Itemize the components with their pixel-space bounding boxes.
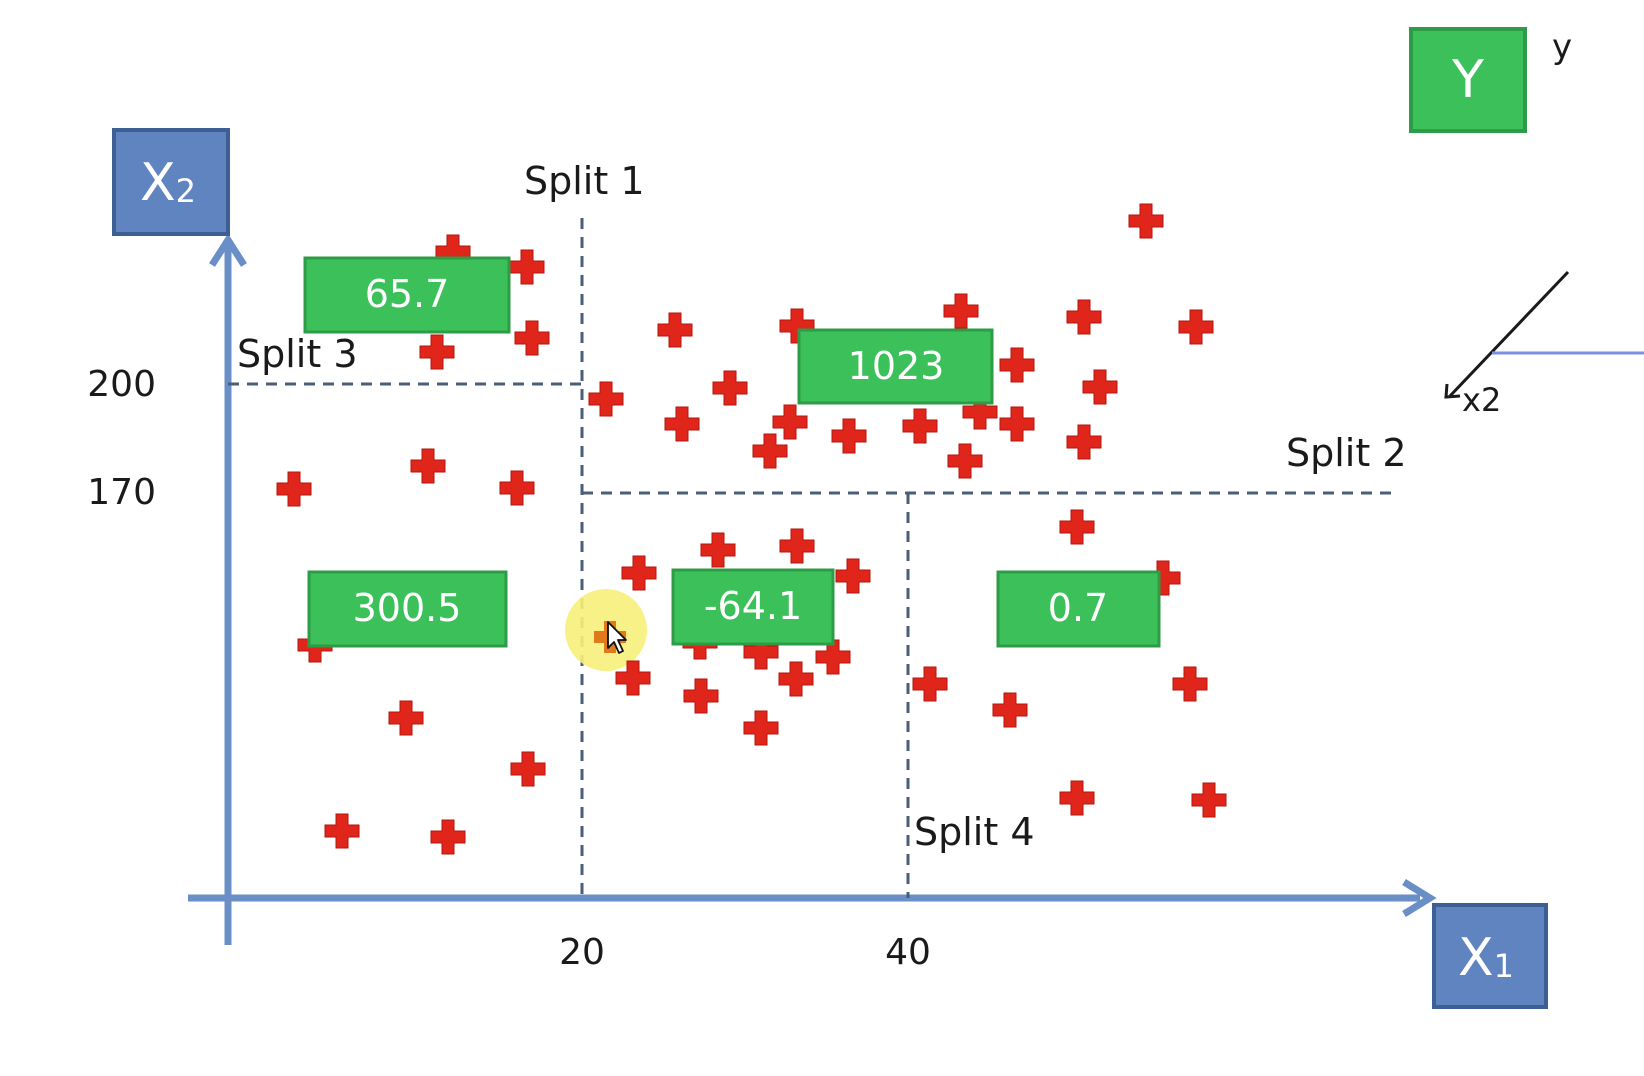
data-point <box>615 660 651 696</box>
x-axis-label-box: X1 <box>1432 903 1548 1009</box>
data-point <box>778 661 814 697</box>
data-point <box>410 448 446 484</box>
data-point <box>1082 369 1118 405</box>
data-point <box>324 813 360 849</box>
leaf-box-65-7: 65.7 <box>303 256 511 334</box>
data-point <box>700 532 736 568</box>
data-point <box>962 394 998 430</box>
leaf-box-300-5: 300.5 <box>307 570 508 648</box>
data-point <box>815 639 851 675</box>
data-point <box>664 406 700 442</box>
data-point <box>772 404 808 440</box>
leaf-value: 1023 <box>848 344 945 388</box>
data-point <box>992 692 1028 728</box>
leaf-box-0-7: 0.7 <box>996 570 1161 648</box>
data-point <box>276 471 312 507</box>
data-point <box>999 347 1035 383</box>
split-1-label: Split 1 <box>524 159 645 203</box>
y-axis-label-box: X2 <box>112 128 230 236</box>
leaf-value: -64.1 <box>704 584 802 628</box>
data-point <box>1066 299 1102 335</box>
data-point <box>1178 309 1214 345</box>
split-3-label: Split 3 <box>237 332 358 376</box>
data-point <box>419 334 455 370</box>
x-axis-arrow-icon <box>1402 879 1437 917</box>
data-point <box>779 528 815 564</box>
y-tick-170: 170 <box>87 472 156 513</box>
data-point <box>752 433 788 469</box>
y-axis-arrow-icon <box>209 233 247 267</box>
data-point <box>499 470 535 506</box>
data-point <box>943 293 979 329</box>
x-axis-label: X <box>1458 928 1494 988</box>
x-axis-subscript: 1 <box>1494 947 1514 985</box>
data-point <box>683 678 719 714</box>
data-point <box>1059 509 1095 545</box>
leaf-value: 65.7 <box>365 272 450 316</box>
split-4-label: Split 4 <box>914 810 1035 854</box>
leaf-box-minus-64-1: -64.1 <box>671 568 835 646</box>
data-point <box>430 819 466 855</box>
data-point <box>1172 666 1208 702</box>
y-axis-subscript: 2 <box>176 172 196 210</box>
data-point <box>657 312 693 348</box>
x2-axis-label: x2 <box>1462 381 1501 419</box>
data-points <box>276 203 1227 855</box>
svg-text:X1: X1 <box>1458 928 1514 988</box>
3d-axis-fragment: x2 <box>1444 270 1644 419</box>
y-output-label: Y <box>1451 50 1484 110</box>
data-point <box>712 370 748 406</box>
data-point <box>1128 203 1164 239</box>
data-point <box>912 666 948 702</box>
y-tick-200: 200 <box>87 364 156 405</box>
data-point <box>588 381 624 417</box>
data-point <box>621 555 657 591</box>
leaf-box-1023: 1023 <box>797 328 994 405</box>
data-point <box>510 751 546 787</box>
y-output-box: Y <box>1409 27 1527 133</box>
leaf-value: 0.7 <box>1048 586 1108 630</box>
data-point <box>999 406 1035 442</box>
svg-text:X2: X2 <box>140 153 196 213</box>
data-point <box>835 558 871 594</box>
data-point <box>902 408 938 444</box>
data-point <box>743 634 779 670</box>
split-2-label: Split 2 <box>1286 431 1407 475</box>
data-point <box>1066 424 1102 460</box>
data-point <box>1059 780 1095 816</box>
x-tick-20: 20 <box>559 932 605 973</box>
edge-fragment-char: y <box>1552 27 1572 67</box>
data-point <box>743 710 779 746</box>
leaf-value: 300.5 <box>353 586 462 630</box>
data-point <box>514 320 550 356</box>
data-point <box>388 700 424 736</box>
y-axis-label: X <box>140 153 176 213</box>
data-point <box>509 249 545 285</box>
data-point <box>1191 782 1227 818</box>
data-point <box>947 443 983 479</box>
data-point <box>831 418 867 454</box>
mouse-cursor-icon <box>607 621 627 654</box>
x-tick-40: 40 <box>885 932 931 973</box>
